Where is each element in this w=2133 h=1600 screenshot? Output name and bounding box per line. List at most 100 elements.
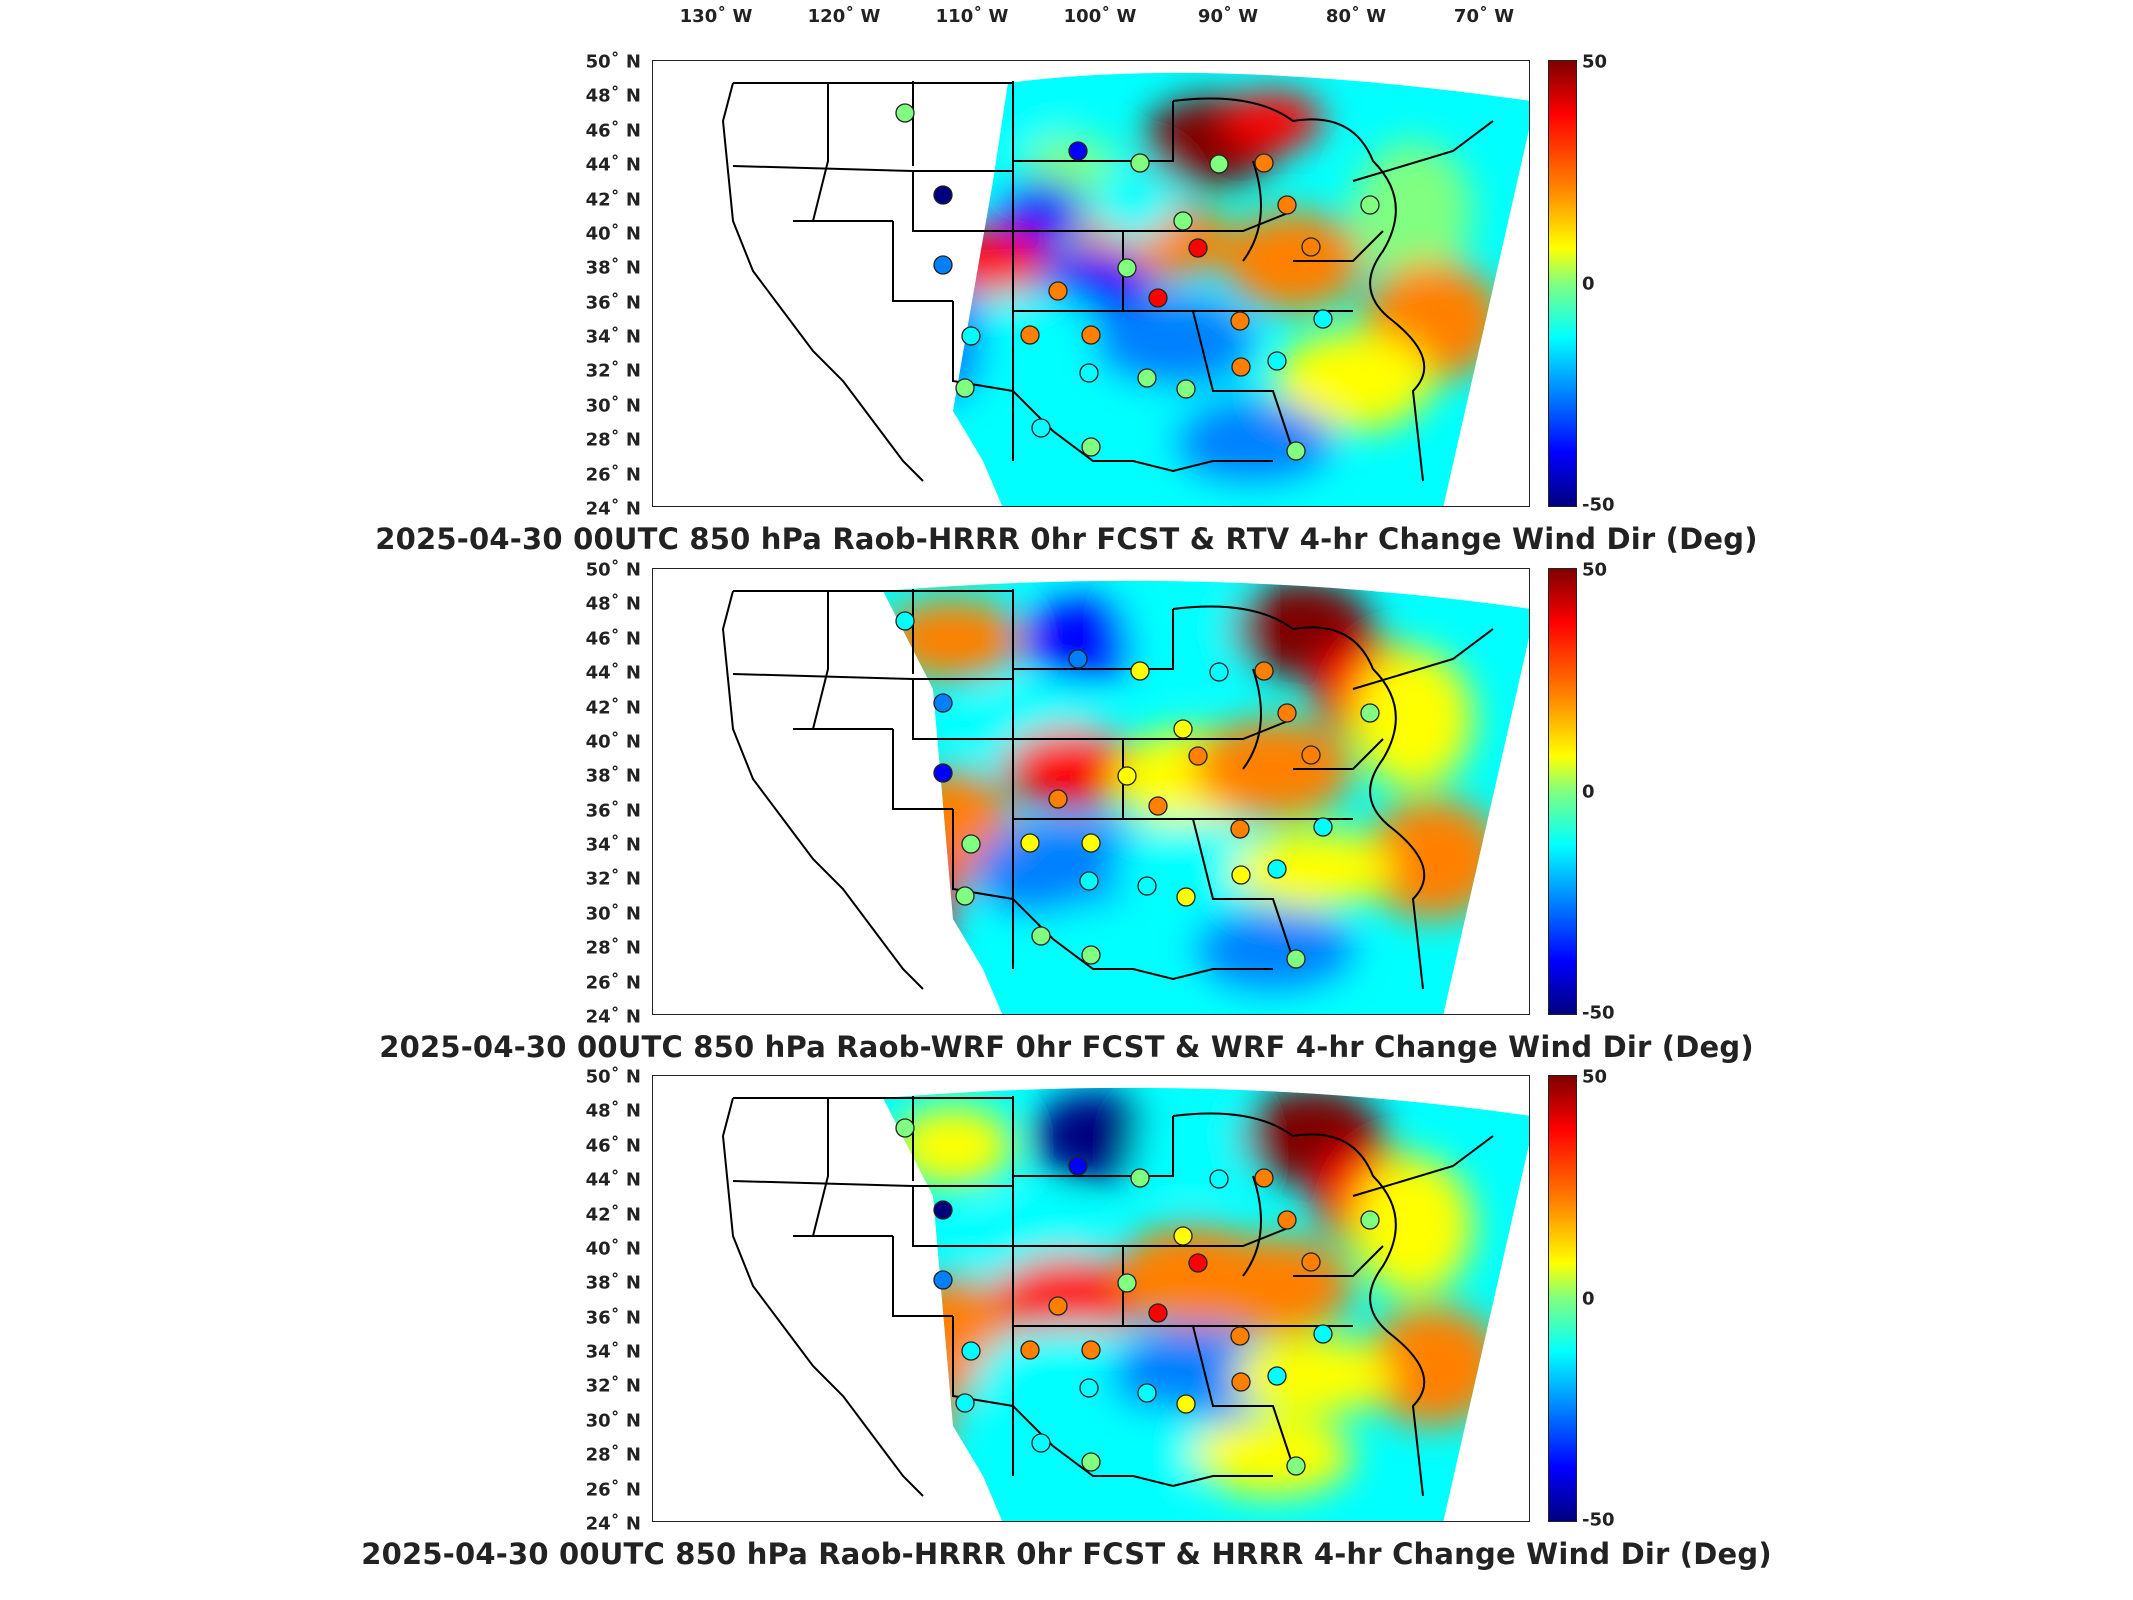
wind-direction-field [883, 1087, 1529, 1521]
boundary-line [1213, 898, 1294, 960]
station-marker[interactable] [933, 693, 953, 713]
station-marker[interactable] [955, 1393, 975, 1413]
station-marker[interactable] [1360, 195, 1380, 215]
station-marker[interactable] [933, 1200, 953, 1220]
station-marker[interactable] [895, 103, 915, 123]
station-marker[interactable] [955, 886, 975, 906]
station-marker[interactable] [1148, 288, 1168, 308]
station-marker[interactable] [1117, 258, 1137, 278]
station-marker[interactable] [1231, 1372, 1251, 1392]
station-marker[interactable] [1188, 746, 1208, 766]
station-marker[interactable] [1068, 649, 1088, 669]
station-marker[interactable] [1188, 238, 1208, 258]
station-marker[interactable] [1360, 703, 1380, 723]
station-marker[interactable] [933, 255, 953, 275]
station-marker[interactable] [1130, 1168, 1150, 1188]
station-marker[interactable] [1031, 418, 1051, 438]
station-marker[interactable] [1360, 1210, 1380, 1230]
station-marker[interactable] [933, 763, 953, 783]
station-marker[interactable] [1209, 1169, 1229, 1189]
latitude-label: 46˚ N [585, 120, 641, 142]
longitude-label: 80˚ W [1325, 6, 1387, 27]
station-marker[interactable] [1068, 141, 1088, 161]
station-marker[interactable] [1020, 1340, 1040, 1360]
station-marker[interactable] [1277, 703, 1297, 723]
station-marker[interactable] [955, 378, 975, 398]
station-marker[interactable] [1313, 817, 1333, 837]
station-marker[interactable] [895, 611, 915, 631]
boundary-line [1172, 1112, 1426, 1497]
station-marker[interactable] [1148, 796, 1168, 816]
station-marker[interactable] [1173, 211, 1193, 231]
station-marker[interactable] [1267, 859, 1287, 879]
station-marker[interactable] [1230, 819, 1250, 839]
station-marker[interactable] [1137, 1383, 1157, 1403]
station-marker[interactable] [933, 185, 953, 205]
station-marker[interactable] [1209, 662, 1229, 682]
station-marker[interactable] [1020, 325, 1040, 345]
station-marker[interactable] [1231, 357, 1251, 377]
station-marker[interactable] [1313, 1324, 1333, 1344]
station-marker[interactable] [961, 1341, 981, 1361]
station-marker[interactable] [1176, 1394, 1196, 1414]
station-marker[interactable] [1068, 1156, 1088, 1176]
station-marker[interactable] [1254, 1168, 1274, 1188]
station-marker[interactable] [1277, 195, 1297, 215]
station-marker[interactable] [1117, 766, 1137, 786]
station-marker[interactable] [1079, 363, 1099, 383]
station-marker[interactable] [1176, 379, 1196, 399]
station-marker[interactable] [1081, 1340, 1101, 1360]
station-marker[interactable] [1031, 926, 1051, 946]
station-marker[interactable] [1148, 1303, 1168, 1323]
station-marker[interactable] [1031, 1433, 1051, 1453]
station-marker[interactable] [1081, 833, 1101, 853]
station-marker[interactable] [1286, 441, 1306, 461]
station-marker[interactable] [1020, 833, 1040, 853]
station-marker[interactable] [1301, 237, 1321, 257]
station-marker[interactable] [1286, 949, 1306, 969]
station-marker[interactable] [1081, 437, 1101, 457]
station-marker[interactable] [1048, 789, 1068, 809]
colorbar-max-label: 50 [1582, 51, 1608, 73]
station-marker[interactable] [961, 834, 981, 854]
station-marker[interactable] [1301, 1252, 1321, 1272]
station-marker[interactable] [1267, 351, 1287, 371]
station-marker[interactable] [1117, 1273, 1137, 1293]
longitude-label: 110˚ W [935, 6, 1009, 27]
station-marker[interactable] [933, 1270, 953, 1290]
station-marker[interactable] [1267, 1366, 1287, 1386]
station-marker[interactable] [1313, 309, 1333, 329]
station-marker[interactable] [1173, 719, 1193, 739]
station-marker[interactable] [1230, 1326, 1250, 1346]
longitude-label: 70˚ W [1453, 6, 1515, 27]
station-marker[interactable] [1254, 153, 1274, 173]
station-marker[interactable] [1081, 325, 1101, 345]
field-blob [1193, 1416, 1353, 1496]
station-marker[interactable] [1079, 1378, 1099, 1398]
station-marker[interactable] [1254, 661, 1274, 681]
station-marker[interactable] [1188, 1253, 1208, 1273]
station-marker[interactable] [1277, 1210, 1297, 1230]
station-marker[interactable] [1230, 311, 1250, 331]
station-marker[interactable] [1048, 281, 1068, 301]
boundary-line [721, 1097, 924, 1497]
station-marker[interactable] [1286, 1456, 1306, 1476]
station-marker[interactable] [1137, 876, 1157, 896]
station-marker[interactable] [1081, 1452, 1101, 1472]
latitude-label: 48˚ N [585, 1100, 641, 1122]
station-marker[interactable] [895, 1118, 915, 1138]
station-marker[interactable] [1130, 661, 1150, 681]
station-marker[interactable] [1137, 368, 1157, 388]
station-marker[interactable] [1173, 1226, 1193, 1246]
station-marker[interactable] [1081, 945, 1101, 965]
station-marker[interactable] [1301, 745, 1321, 765]
colorbar-min-label: -50 [1582, 494, 1615, 516]
station-marker[interactable] [1048, 1296, 1068, 1316]
station-marker[interactable] [1079, 871, 1099, 891]
station-marker[interactable] [1231, 865, 1251, 885]
station-marker[interactable] [1176, 887, 1196, 907]
station-marker[interactable] [961, 326, 981, 346]
map-area-1 [652, 60, 1530, 507]
station-marker[interactable] [1209, 154, 1229, 174]
station-marker[interactable] [1130, 153, 1150, 173]
